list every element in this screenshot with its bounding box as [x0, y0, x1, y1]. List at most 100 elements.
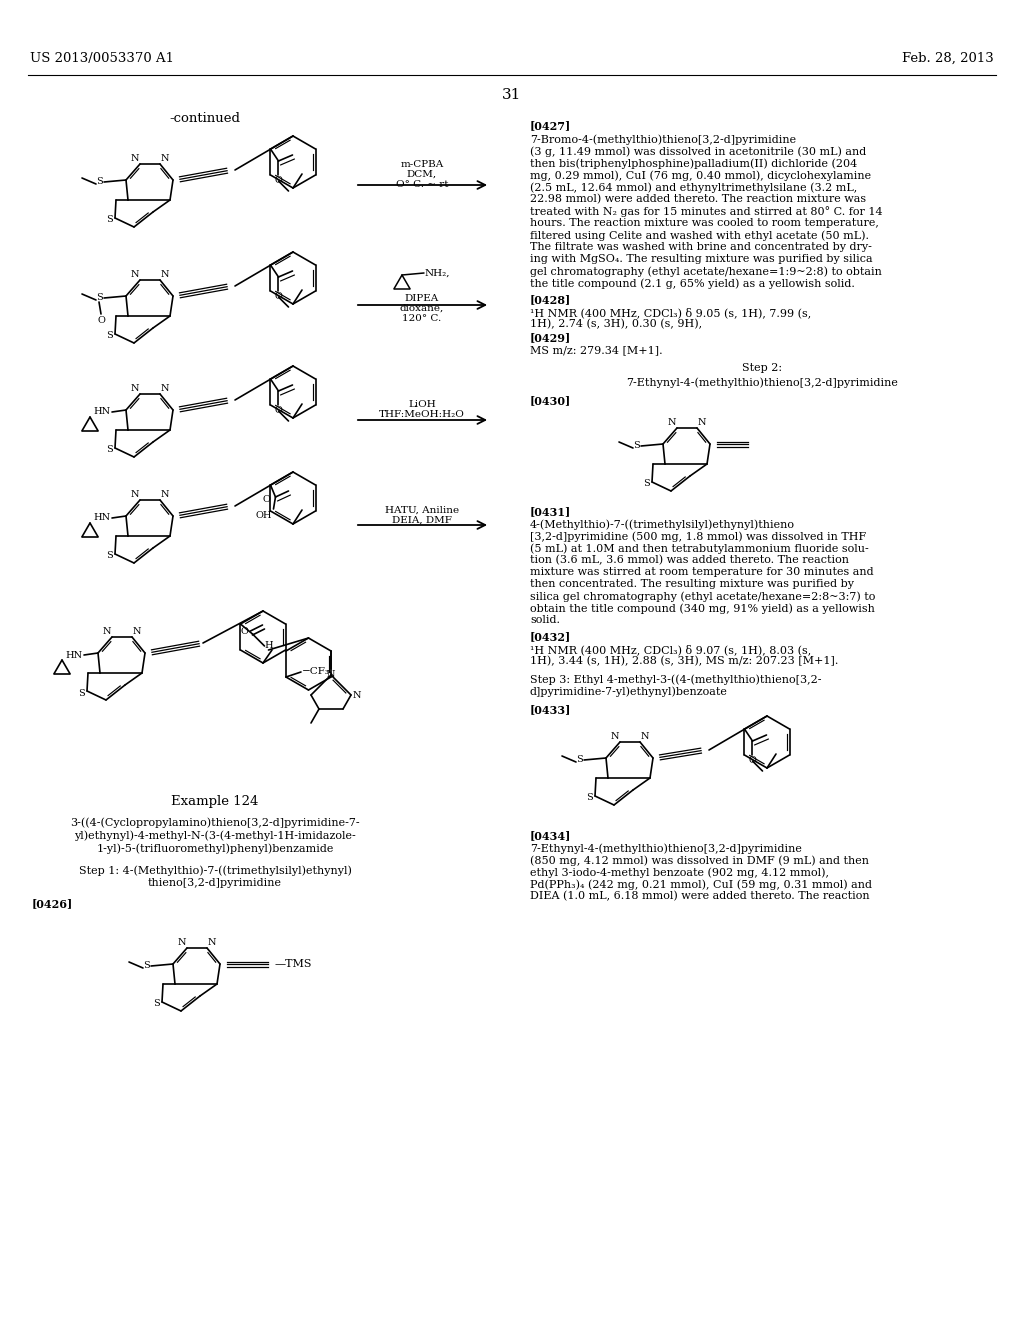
Text: then concentrated. The resulting mixture was purified by: then concentrated. The resulting mixture… [530, 579, 854, 589]
Text: N: N [102, 627, 111, 636]
Text: mixture was stirred at room temperature for 30 minutes and: mixture was stirred at room temperature … [530, 568, 873, 577]
Text: ing with MgSO₄. The resulting mixture was purified by silica: ing with MgSO₄. The resulting mixture wa… [530, 253, 872, 264]
Text: (850 mg, 4.12 mmol) was dissolved in DMF (9 mL) and then: (850 mg, 4.12 mmol) was dissolved in DMF… [530, 855, 869, 866]
Text: N: N [610, 733, 618, 741]
Text: treated with N₂ gas for 15 minutes and stirred at 80° C. for 14: treated with N₂ gas for 15 minutes and s… [530, 206, 883, 216]
Text: S: S [633, 441, 640, 450]
Text: 120° C.: 120° C. [402, 314, 441, 323]
Text: 4-(Methylthio)-7-((trimethylsilyl)ethynyl)thieno: 4-(Methylthio)-7-((trimethylsilyl)ethyny… [530, 519, 795, 529]
Text: the title compound (2.1 g, 65% yield) as a yellowish solid.: the title compound (2.1 g, 65% yield) as… [530, 279, 855, 289]
Text: S: S [106, 331, 113, 341]
Text: tion (3.6 mL, 3.6 mmol) was added thereto. The reaction: tion (3.6 mL, 3.6 mmol) was added theret… [530, 554, 849, 565]
Text: HN: HN [94, 408, 111, 417]
Text: OH: OH [256, 511, 272, 520]
Text: S: S [143, 961, 150, 970]
Text: DIEA (1.0 mL, 6.18 mmol) were added thereto. The reaction: DIEA (1.0 mL, 6.18 mmol) were added ther… [530, 891, 869, 902]
Text: O: O [241, 627, 249, 636]
Text: (5 mL) at 1.0M and then tetrabutylammonium fluoride solu-: (5 mL) at 1.0M and then tetrabutylammoni… [530, 543, 868, 553]
Text: Feb. 28, 2013: Feb. 28, 2013 [902, 51, 994, 65]
Text: [0426]: [0426] [32, 898, 74, 909]
Text: Step 2:: Step 2: [742, 363, 782, 374]
Text: 7-Bromo-4-(methylthio)thieno[3,2-d]pyrimidine: 7-Bromo-4-(methylthio)thieno[3,2-d]pyrim… [530, 135, 796, 145]
Text: S: S [577, 755, 583, 764]
Text: solid.: solid. [530, 615, 560, 624]
Text: 7-Ethynyl-4-(methylthio)thieno[3,2-d]pyrimidine: 7-Ethynyl-4-(methylthio)thieno[3,2-d]pyr… [530, 843, 802, 854]
Text: S: S [106, 552, 113, 561]
Text: S: S [78, 689, 85, 697]
Text: gel chromatography (ethyl acetate/hexane=1:9~2:8) to obtain: gel chromatography (ethyl acetate/hexane… [530, 267, 882, 277]
Text: Pd(PPh₃)₄ (242 mg, 0.21 mmol), CuI (59 mg, 0.31 mmol) and: Pd(PPh₃)₄ (242 mg, 0.21 mmol), CuI (59 m… [530, 879, 872, 890]
Text: silica gel chromatography (ethyl acetate/hexane=2:8~3:7) to: silica gel chromatography (ethyl acetate… [530, 591, 876, 602]
Text: [0433]: [0433] [530, 704, 571, 715]
Text: DIPEA: DIPEA [404, 294, 439, 304]
Text: N: N [641, 733, 649, 741]
Text: O: O [274, 292, 283, 301]
Text: HATU, Aniline: HATU, Aniline [385, 506, 459, 515]
Text: [0430]: [0430] [530, 395, 571, 407]
Text: N: N [353, 690, 361, 700]
Text: m-CPBA: m-CPBA [400, 160, 443, 169]
Text: N: N [130, 490, 139, 499]
Text: N: N [177, 939, 186, 946]
Text: 1H), 3.44 (s, 1H), 2.88 (s, 3H), MS m/z: 207.23 [M+1].: 1H), 3.44 (s, 1H), 2.88 (s, 3H), MS m/z:… [530, 656, 839, 667]
Text: S: S [587, 793, 593, 803]
Text: N: N [133, 627, 141, 636]
Text: (3 g, 11.49 mmol) was dissolved in acetonitrile (30 mL) and: (3 g, 11.49 mmol) was dissolved in aceto… [530, 147, 866, 157]
Text: S: S [643, 479, 650, 488]
Text: [3,2-d]pyrimidine (500 mg, 1.8 mmol) was dissolved in THF: [3,2-d]pyrimidine (500 mg, 1.8 mmol) was… [530, 531, 866, 541]
Text: [0431]: [0431] [530, 506, 571, 517]
Text: N: N [130, 384, 139, 393]
Text: 7-Ethynyl-4-(methylthio)thieno[3,2-d]pyrimidine: 7-Ethynyl-4-(methylthio)thieno[3,2-d]pyr… [626, 378, 898, 388]
Text: US 2013/0053370 A1: US 2013/0053370 A1 [30, 51, 174, 65]
Text: [0428]: [0428] [530, 294, 571, 305]
Text: dioxane,: dioxane, [400, 304, 444, 313]
Text: -continued: -continued [170, 112, 241, 125]
Text: obtain the title compound (340 mg, 91% yield) as a yellowish: obtain the title compound (340 mg, 91% y… [530, 603, 874, 614]
Text: DCM,: DCM, [407, 170, 437, 180]
Text: N: N [208, 939, 216, 946]
Text: MS m/z: 279.34 [M+1].: MS m/z: 279.34 [M+1]. [530, 345, 663, 355]
Text: THF:MeOH:H₂O: THF:MeOH:H₂O [379, 411, 465, 418]
Text: filtered using Celite and washed with ethyl acetate (50 mL).: filtered using Celite and washed with et… [530, 230, 869, 240]
Text: O: O [274, 176, 283, 185]
Text: O: O [274, 407, 283, 414]
Text: Example 124: Example 124 [171, 795, 259, 808]
Text: O: O [749, 756, 757, 766]
Text: S: S [154, 999, 160, 1008]
Text: [0427]: [0427] [530, 120, 571, 131]
Text: N: N [161, 490, 170, 499]
Text: N: N [130, 154, 139, 162]
Text: LiOH: LiOH [409, 400, 436, 409]
Text: ethyl 3-iodo-4-methyl benzoate (902 mg, 4.12 mmol),: ethyl 3-iodo-4-methyl benzoate (902 mg, … [530, 867, 829, 878]
Text: N: N [327, 671, 335, 678]
Text: [0432]: [0432] [530, 631, 571, 642]
Text: Step 3: Ethyl 4-methyl-3-((4-(methylthio)thieno[3,2-: Step 3: Ethyl 4-methyl-3-((4-(methylthio… [530, 675, 821, 685]
Text: S: S [96, 293, 103, 302]
Text: ¹H NMR (400 MHz, CDCl₃) δ 9.05 (s, 1H), 7.99 (s,: ¹H NMR (400 MHz, CDCl₃) δ 9.05 (s, 1H), … [530, 308, 811, 318]
Text: —TMS: —TMS [275, 960, 312, 969]
Text: (2.5 mL, 12.64 mmol) and ethynyltrimethylsilane (3.2 mL,: (2.5 mL, 12.64 mmol) and ethynyltrimethy… [530, 182, 857, 193]
Text: O: O [97, 315, 104, 325]
Text: d]pyrimidine-7-yl)ethynyl)benzoate: d]pyrimidine-7-yl)ethynyl)benzoate [530, 686, 728, 697]
Text: NH₂,: NH₂, [425, 268, 451, 277]
Text: yl)ethynyl)-4-methyl-N-(3-(4-methyl-1H-imidazole-: yl)ethynyl)-4-methyl-N-(3-(4-methyl-1H-i… [74, 830, 356, 841]
Text: HN: HN [94, 513, 111, 523]
Text: S: S [96, 177, 103, 186]
Text: N: N [130, 271, 139, 279]
Text: S: S [106, 215, 113, 224]
Text: thieno[3,2-d]pyrimidine: thieno[3,2-d]pyrimidine [148, 878, 282, 888]
Text: Step 1: 4-(Methylthio)-7-((trimethylsilyl)ethynyl): Step 1: 4-(Methylthio)-7-((trimethylsily… [79, 865, 351, 875]
Text: −CF₃: −CF₃ [302, 668, 330, 676]
Text: N: N [668, 418, 676, 426]
Text: [0429]: [0429] [530, 333, 571, 343]
Text: [0434]: [0434] [530, 830, 571, 841]
Text: ¹H NMR (400 MHz, CDCl₃) δ 9.07 (s, 1H), 8.03 (s,: ¹H NMR (400 MHz, CDCl₃) δ 9.07 (s, 1H), … [530, 644, 811, 655]
Text: O° C. ~ rt: O° C. ~ rt [395, 180, 449, 189]
Text: The filtrate was washed with brine and concentrated by dry-: The filtrate was washed with brine and c… [530, 242, 871, 252]
Text: N: N [698, 418, 707, 426]
Text: N: N [161, 271, 170, 279]
Text: 31: 31 [503, 88, 521, 102]
Text: 3-((4-(Cyclopropylamino)thieno[3,2-d]pyrimidine-7-: 3-((4-(Cyclopropylamino)thieno[3,2-d]pyr… [71, 817, 359, 828]
Text: N: N [161, 384, 170, 393]
Text: O: O [262, 495, 270, 503]
